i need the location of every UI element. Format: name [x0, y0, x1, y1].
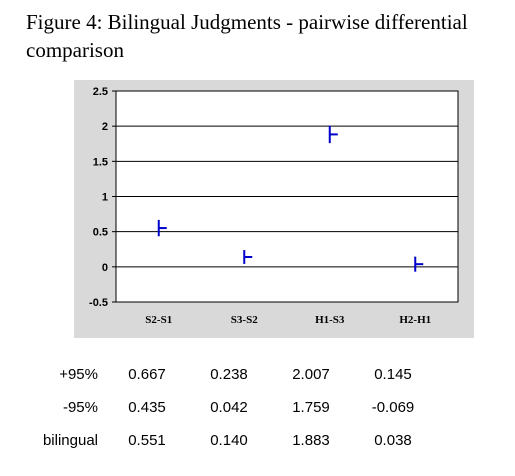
- x-category-label: H2-H1: [399, 314, 431, 326]
- y-tick-label: 0: [102, 262, 108, 274]
- x-category-label: S3-S2: [231, 314, 258, 326]
- table-row: +95% 0.667 0.238 2.007 0.145: [26, 358, 434, 391]
- table-cell: 1.883: [292, 432, 330, 449]
- table-row: -95% 0.435 0.042 1.759 -0.069: [26, 391, 434, 424]
- table-cell: 0.551: [128, 432, 166, 449]
- x-category-label: H1-S3: [315, 314, 345, 326]
- chart: 2.5 2 1.5 1 0.5 0 -0.5 S2-S1 S3-S2 H1-S3 H2-H1: [89, 86, 459, 326]
- table-cell: 0.435: [128, 399, 166, 416]
- y-tick-label: 1: [102, 192, 108, 204]
- x-category-label: S2-S1: [145, 314, 172, 326]
- table-cell: 1.759: [292, 399, 330, 416]
- table-cell: 0.038: [374, 432, 412, 449]
- y-tick-label: 2.5: [93, 86, 108, 98]
- table-cell: 0.145: [374, 366, 412, 383]
- y-tick-label: 2: [102, 121, 108, 133]
- row-label: +95%: [59, 366, 98, 383]
- y-tick-label: 0.5: [93, 227, 108, 239]
- table-cell: 0.238: [210, 366, 248, 383]
- row-label: -95%: [62, 399, 98, 416]
- figure-title: Figure 4: Bilingual Judgments - pairwise…: [26, 10, 468, 62]
- table-cell: -0.069: [371, 399, 415, 416]
- y-tick-label: 1.5: [93, 156, 108, 168]
- row-label: bilingual: [42, 432, 98, 449]
- table-cell: 0.042: [210, 399, 248, 416]
- table-cell: 0.140: [210, 432, 248, 449]
- table-cell: 0.667: [128, 366, 166, 383]
- table-row: bilingual 0.551 0.140 1.883 0.038: [26, 424, 434, 457]
- table-cell: 2.007: [292, 366, 330, 383]
- y-tick-label: -0.5: [89, 297, 108, 309]
- stats-table: +95% 0.667 0.238 2.007 0.145 -95% 0.435 …: [26, 358, 434, 457]
